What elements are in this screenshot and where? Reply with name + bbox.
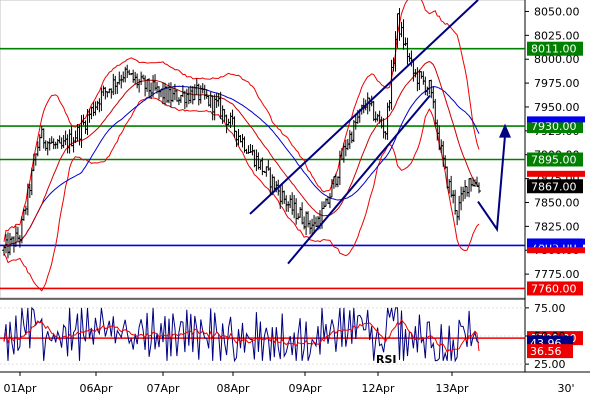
rsi-value-label: 36.56	[530, 345, 562, 358]
level-label: 7895.00	[531, 154, 577, 167]
y-tick-label: 8000.00	[534, 53, 580, 66]
level-label-box	[527, 119, 583, 134]
marker-bar	[527, 238, 585, 245]
rsi-line	[3, 306, 480, 363]
level-label-box	[527, 152, 583, 167]
y-tick-label: 8025.00	[534, 29, 580, 42]
projection-arrowhead	[499, 123, 511, 138]
price-panel: 7775.007800.007825.007850.007875.007900.…	[0, 0, 585, 372]
marker-bar	[527, 247, 585, 254]
moving-average-blue-line	[3, 85, 480, 248]
moving-average-red-line	[3, 60, 480, 248]
bollinger-lower-line	[3, 96, 480, 292]
x-tick-label: 13Apr	[435, 382, 469, 395]
x-tick-label: 06Apr	[79, 382, 113, 395]
x-tick-label: 08Apr	[216, 382, 250, 395]
rsi-y-tick-label: 25.00	[534, 358, 566, 371]
y-tick-label: 8050.00	[534, 5, 580, 18]
rsi-annotation: RSI	[376, 353, 397, 366]
level-label: 7760.00	[531, 282, 577, 295]
y-tick-label: 7975.00	[534, 77, 580, 90]
level-label: 7930.00	[531, 120, 577, 133]
x-tick-label: 07Apr	[146, 382, 180, 395]
x-tick-label: 12Apr	[361, 382, 395, 395]
y-tick-label: 7850.00	[534, 196, 580, 209]
channel-line-upper	[249, 0, 479, 215]
rsi-signal-line	[3, 318, 480, 354]
projection-path	[477, 135, 506, 233]
level-label: 8011.00	[531, 43, 577, 56]
x-tick-label: 09Apr	[288, 382, 322, 395]
rsi-y-tick-label: 75.00	[534, 302, 566, 315]
x-tick-label: 01Apr	[3, 382, 37, 395]
last-price-box	[527, 179, 583, 194]
channel-line-lower	[287, 94, 431, 265]
y-tick-label: 7825.00	[534, 220, 580, 233]
y-tick-label: 7775.00	[534, 268, 580, 281]
rsi-value-box	[527, 344, 573, 359]
y-tick-label: 7950.00	[534, 101, 580, 114]
marker-bar	[527, 116, 585, 123]
marker-bar	[527, 170, 585, 177]
x-axis: 01Apr 06Apr 07Apr 08Apr 09Apr 12Apr 13Apr 30'	[0, 371, 590, 395]
level-label-box	[527, 41, 583, 56]
level-label-box	[527, 281, 583, 296]
timeframe-label: 30'	[557, 382, 574, 395]
last-price-label: 7867.00	[531, 180, 577, 193]
